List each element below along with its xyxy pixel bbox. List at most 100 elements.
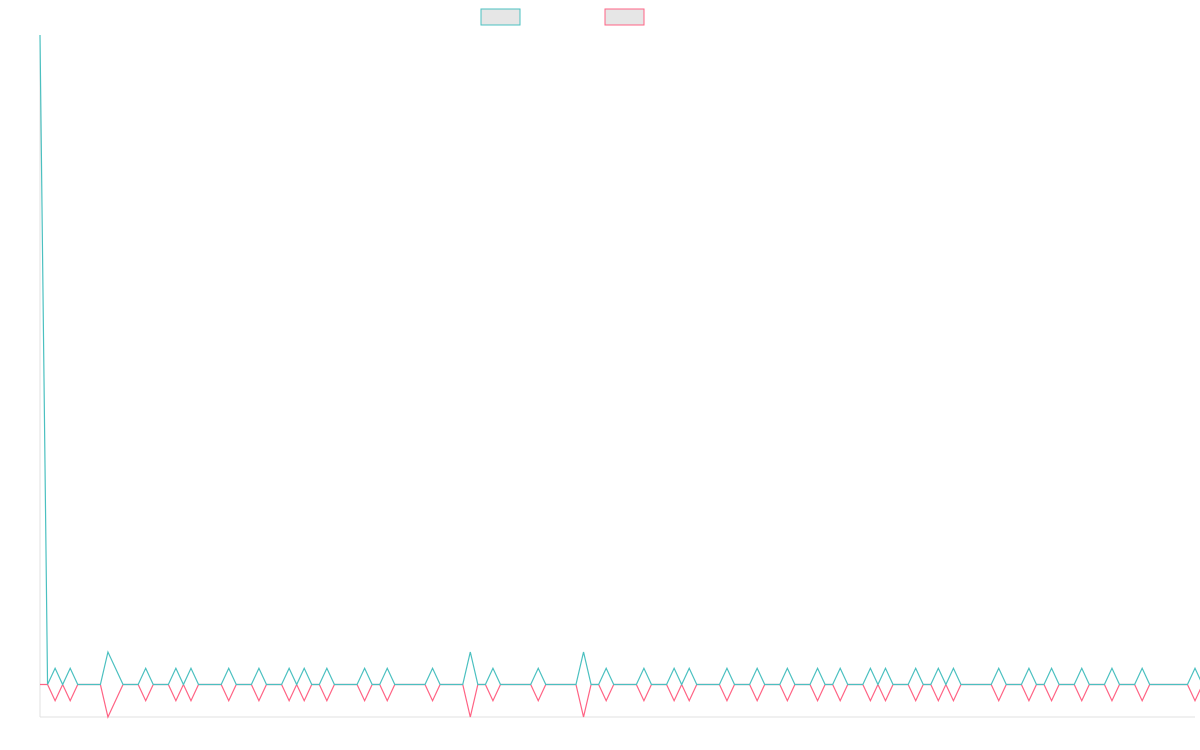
series-2-point bbox=[1111, 700, 1112, 701]
series-2-point bbox=[462, 684, 463, 685]
series-2-point bbox=[643, 700, 644, 701]
series-1-point bbox=[175, 668, 176, 669]
series-2-point bbox=[923, 684, 924, 685]
series-2-point bbox=[696, 684, 697, 685]
axes bbox=[39, 35, 1195, 718]
series-2-point bbox=[598, 684, 599, 685]
series-1-point bbox=[228, 668, 229, 669]
series-1-point bbox=[1081, 668, 1082, 669]
series-2-point bbox=[1021, 684, 1022, 685]
series-1-point bbox=[689, 668, 690, 669]
series-2-point bbox=[92, 684, 93, 685]
series-2-point bbox=[266, 684, 267, 685]
series-1-point bbox=[1028, 668, 1029, 669]
series-1-point bbox=[190, 668, 191, 669]
series-2-point bbox=[998, 700, 999, 701]
series-2-point bbox=[296, 684, 297, 685]
series-2-point bbox=[153, 684, 154, 685]
series-2-point bbox=[138, 684, 139, 685]
series-2-point bbox=[1089, 684, 1090, 685]
series-1-point bbox=[115, 668, 116, 669]
series-2-point bbox=[432, 700, 433, 701]
series-2-point bbox=[1036, 684, 1037, 685]
series-1-point bbox=[643, 668, 644, 669]
series-2-point bbox=[590, 684, 591, 685]
series-1-point bbox=[840, 668, 841, 669]
series-2-point bbox=[341, 684, 342, 685]
series-2-point bbox=[681, 684, 682, 685]
series-2-point bbox=[1149, 684, 1150, 685]
series-1-point bbox=[757, 668, 758, 669]
series-2-point bbox=[726, 700, 727, 701]
series-2-point bbox=[394, 684, 395, 685]
series-2-point bbox=[892, 684, 893, 685]
series-2-point bbox=[39, 684, 40, 685]
series-1-point bbox=[726, 668, 727, 669]
series-1-point bbox=[915, 668, 916, 669]
series-1-point bbox=[674, 668, 675, 669]
series-1-point bbox=[326, 668, 327, 669]
series-2-point bbox=[1119, 684, 1120, 685]
series-1-point bbox=[1194, 668, 1195, 669]
series-2-point bbox=[107, 716, 108, 717]
series-2-point bbox=[651, 684, 652, 685]
series-2-point bbox=[1126, 684, 1127, 685]
series-2-point bbox=[1028, 700, 1029, 701]
series-2-point bbox=[402, 684, 403, 685]
legend-swatch-1[interactable] bbox=[480, 8, 521, 26]
series-2-point bbox=[281, 684, 282, 685]
series-2-point bbox=[387, 700, 388, 701]
series-1-point bbox=[787, 668, 788, 669]
series-2-point bbox=[77, 684, 78, 685]
series-2-point bbox=[424, 684, 425, 685]
series-2-point bbox=[719, 684, 720, 685]
series-2-point bbox=[953, 700, 954, 701]
series-2-point bbox=[825, 684, 826, 685]
series-2-point bbox=[900, 684, 901, 685]
series-2-point bbox=[500, 684, 501, 685]
series-2-point bbox=[575, 684, 576, 685]
series-2-point bbox=[85, 684, 86, 685]
series-2-point bbox=[530, 684, 531, 685]
series-2-point bbox=[326, 700, 327, 701]
series-1-point bbox=[55, 668, 56, 669]
series-2-point bbox=[515, 684, 516, 685]
series-2-point bbox=[364, 700, 365, 701]
series-2-point bbox=[938, 700, 939, 701]
series-2-point bbox=[417, 684, 418, 685]
legend-swatch-2[interactable] bbox=[604, 8, 645, 26]
series-2-point bbox=[213, 684, 214, 685]
series-2-point bbox=[794, 684, 795, 685]
series-2-point bbox=[1134, 684, 1135, 685]
series-1-point bbox=[492, 668, 493, 669]
series-2-point bbox=[817, 700, 818, 701]
series-2-point bbox=[885, 700, 886, 701]
series-2-point bbox=[840, 700, 841, 701]
series-2-point bbox=[190, 700, 191, 701]
series-2-point bbox=[379, 684, 380, 685]
series-2-point bbox=[862, 684, 863, 685]
series-2-point bbox=[832, 684, 833, 685]
series-2-point bbox=[674, 700, 675, 701]
series-1-point bbox=[1142, 668, 1143, 669]
series-1-point bbox=[387, 668, 388, 669]
series-2-point bbox=[802, 684, 803, 685]
series-2-point bbox=[470, 716, 471, 717]
series-2-point bbox=[70, 700, 71, 701]
series-1-point bbox=[107, 651, 108, 652]
series-2-point bbox=[236, 684, 237, 685]
series-1-point bbox=[470, 651, 471, 652]
series-2-point bbox=[757, 700, 758, 701]
series-line-1 bbox=[39, 34, 1200, 686]
series-2-point bbox=[689, 700, 690, 701]
series-1-point bbox=[953, 668, 954, 669]
series-2-point bbox=[613, 684, 614, 685]
series-2-point bbox=[228, 700, 229, 701]
series-2-point bbox=[349, 684, 350, 685]
series-2-point bbox=[538, 700, 539, 701]
series-2-point bbox=[870, 700, 871, 701]
series-1-point bbox=[145, 668, 146, 669]
series-2-point bbox=[1013, 684, 1014, 685]
series-1-point bbox=[432, 668, 433, 669]
series-1-point bbox=[70, 668, 71, 669]
